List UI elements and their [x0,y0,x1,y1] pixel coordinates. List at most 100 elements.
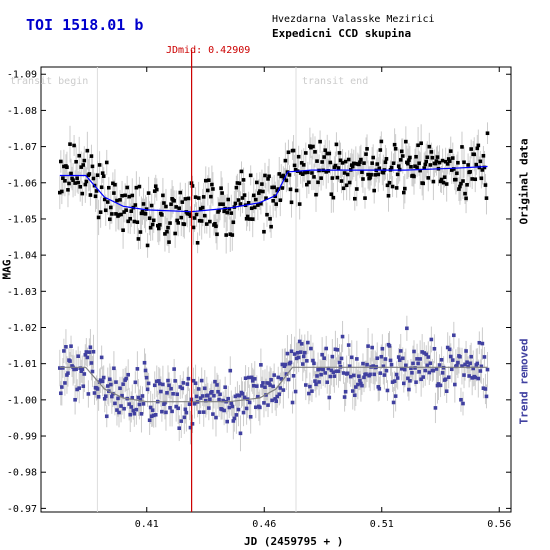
data-point [94,189,99,193]
data-point [380,346,385,351]
data-point [443,377,448,382]
data-point [229,211,234,215]
data-point [124,208,128,212]
data-point [358,378,362,383]
data-point [201,195,206,199]
data-point [164,204,168,209]
data-point [63,178,67,183]
data-point [433,161,438,166]
data-point [214,415,218,420]
data-point [325,380,330,385]
data-point [456,160,460,165]
data-point [452,167,456,171]
data-point [437,160,442,165]
data-point [448,149,453,153]
data-point [308,384,312,389]
data-point [114,380,118,384]
data-point [186,196,191,201]
data-point [455,171,459,176]
data-point [132,411,137,416]
data-point [175,392,179,397]
data-point [111,181,115,186]
data-point [287,173,292,177]
data-point [446,157,451,161]
chart-title: TOI 1518.01 b [26,16,144,34]
data-point [299,342,304,346]
data-point [252,205,257,210]
data-point [388,358,393,363]
data-point [387,180,392,185]
data-point [178,190,183,195]
data-point [351,161,356,166]
data-point [311,358,315,363]
data-point [232,416,237,421]
data-point [439,177,444,182]
data-point [370,345,374,350]
data-point [128,216,133,221]
data-point [104,160,109,165]
data-point [448,354,453,359]
data-point [120,393,124,398]
data-point [393,146,398,151]
data-point [239,169,244,174]
data-point [312,361,316,366]
data-point [226,396,231,401]
data-point [399,149,404,154]
data-point [243,376,248,381]
data-point [190,184,195,188]
data-point [234,185,239,190]
data-point [108,217,112,222]
data-point [149,203,154,208]
data-point [331,370,336,375]
data-point [410,371,414,375]
data-point [375,162,380,166]
legend-trend-removed: Trend removed [517,338,531,425]
data-point [262,401,266,405]
data-point [304,151,308,155]
data-point [288,187,293,192]
data-point [320,160,324,164]
data-point [133,203,138,207]
data-point [346,343,351,347]
data-point [428,361,433,366]
data-point [474,162,479,167]
data-point [469,147,473,151]
y-tick-label: -1.07 [7,142,37,153]
data-point [109,205,113,210]
data-point [158,381,162,386]
data-point [426,355,431,359]
data-point [365,362,369,367]
data-point [213,379,217,384]
data-point [429,150,434,154]
data-point [209,194,213,199]
data-point [66,188,70,192]
data-point [106,185,111,190]
data-point [221,202,225,207]
data-point [81,163,86,167]
data-point [392,379,397,383]
data-point [121,228,125,233]
data-point [63,381,67,385]
y-tick-label: -0.97 [7,504,37,515]
data-point [180,386,185,391]
data-point [73,397,77,402]
data-point [349,355,354,360]
data-point [335,175,340,180]
data-point [258,189,262,193]
data-point [447,159,452,163]
data-point [169,386,173,391]
data-point [74,367,78,372]
data-point [272,185,276,190]
data-point [419,141,423,146]
data-point [148,225,153,230]
data-point [342,395,347,399]
data-point [401,381,406,386]
data-point [234,413,239,417]
data-point [449,367,454,372]
data-point [224,233,228,237]
data-point [152,189,157,193]
data-point [117,213,121,217]
data-point [392,142,397,147]
data-point [230,233,235,237]
data-point [135,367,140,371]
